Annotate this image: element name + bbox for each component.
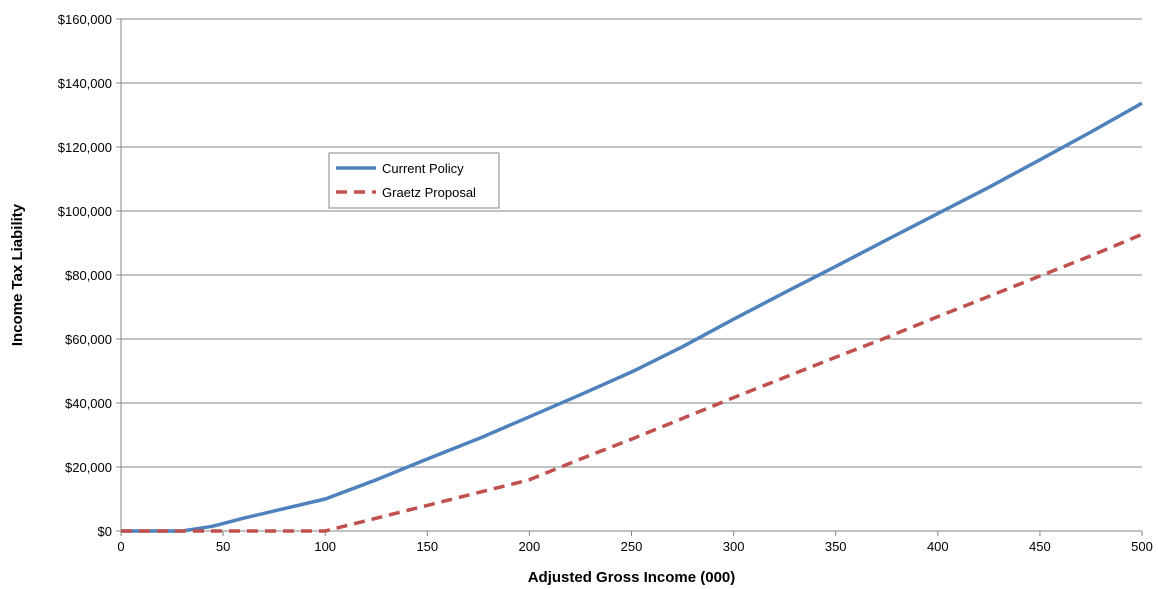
series-layer — [121, 101, 1143, 533]
x-tick-label: 450 — [1029, 539, 1051, 554]
y-tick-label: $100,000 — [58, 204, 112, 219]
y-axis-ticks: $0 $20,000 $40,000 $60,000 $80,000 $100,000 $1… — [58, 12, 121, 539]
x-tick-label: 50 — [216, 539, 230, 554]
x-tick-label: 0 — [117, 539, 124, 554]
x-tick-label: 300 — [723, 539, 745, 554]
series-line-graetz-proposal — [121, 232, 1143, 533]
y-tick-label: $60,000 — [65, 332, 112, 347]
x-tick-label: 150 — [416, 539, 438, 554]
legend: Current Policy Graetz Proposal — [328, 152, 500, 209]
series-line-current-policy — [121, 101, 1143, 533]
gridlines — [121, 18, 1142, 468]
x-tick-label: 500 — [1131, 539, 1153, 554]
y-tick-label: $40,000 — [65, 396, 112, 411]
legend-box — [328, 152, 500, 209]
y-tick-label: $20,000 — [65, 460, 112, 475]
x-axis-ticks: 0 50 100 150 200 250 300 350 400 450 500 — [117, 531, 1153, 554]
x-tick-label: 250 — [621, 539, 643, 554]
y-axis-title: Income Tax Liability — [9, 203, 26, 346]
x-tick-label: 350 — [825, 539, 847, 554]
legend-label-graetz-proposal: Graetz Proposal — [382, 185, 476, 200]
x-tick-label: 200 — [519, 539, 541, 554]
x-tick-label: 100 — [314, 539, 336, 554]
x-axis-title: Adjusted Gross Income (000) — [528, 569, 736, 586]
y-tick-label: $0 — [98, 524, 112, 539]
legend-label-current-policy: Current Policy — [382, 161, 464, 176]
y-tick-label: $120,000 — [58, 140, 112, 155]
x-tick-label: 400 — [927, 539, 949, 554]
y-tick-label: $140,000 — [58, 76, 112, 91]
y-tick-label: $80,000 — [65, 268, 112, 283]
y-tick-label: $160,000 — [58, 12, 112, 27]
